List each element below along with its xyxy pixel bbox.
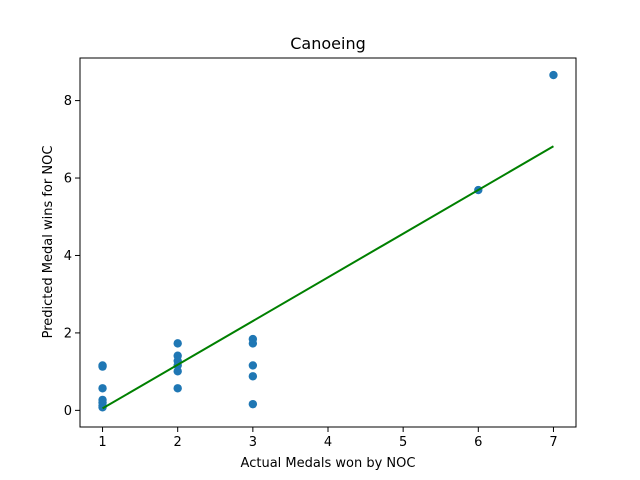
y-axis: 0 2 4 6 8 (64, 94, 80, 419)
data-point-14 (248, 339, 258, 348)
y-tick-label: 8 (64, 94, 72, 109)
chart-title: Canoeing (290, 34, 366, 53)
data-point-1 (98, 362, 107, 371)
data-point-19 (549, 70, 558, 80)
x-tick-label: 4 (324, 435, 332, 450)
y-tick-label: 4 (64, 249, 72, 264)
x-tick-label: 1 (98, 435, 106, 450)
data-point-16 (248, 372, 258, 381)
data-point-2 (98, 384, 107, 393)
x-tick-label: 5 (399, 435, 407, 450)
y-tick-label: 6 (64, 172, 72, 187)
fit-line (102, 145, 554, 410)
x-tick-label: 6 (474, 435, 482, 450)
x-axis-label: Actual Medals won by NOC (241, 456, 416, 471)
plot-area (98, 70, 558, 412)
data-point-15 (248, 361, 258, 370)
data-point-17 (248, 399, 258, 409)
data-point-6 (98, 403, 107, 412)
y-tick-label: 0 (64, 404, 72, 419)
data-point-7 (173, 339, 182, 348)
x-axis: 1 2 3 4 5 6 7 (98, 427, 558, 450)
y-tick-label: 2 (64, 326, 72, 341)
x-tick-label: 7 (549, 435, 557, 450)
data-point-12 (173, 384, 182, 393)
y-axis-label: Predicted Medal wins for NOC (41, 146, 56, 339)
x-tick-label: 2 (174, 435, 182, 450)
x-tick-label: 3 (249, 435, 257, 450)
data-point-11 (173, 367, 182, 376)
